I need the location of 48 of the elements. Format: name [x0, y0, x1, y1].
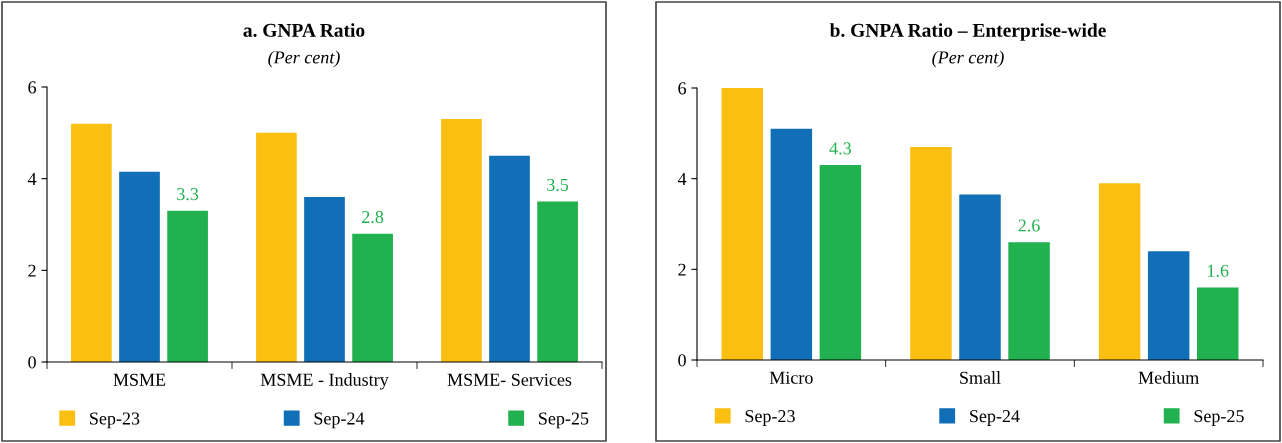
- bar: [71, 123, 112, 362]
- bar: [959, 194, 1001, 360]
- y-tick-label: 2: [28, 264, 36, 277]
- x-tick-label: MSME - Industry: [260, 373, 389, 390]
- x-tick-label: MSME: [113, 373, 166, 386]
- bar: [256, 132, 297, 362]
- y-tick-label: 6: [678, 82, 687, 95]
- chart-title: b. GNPA Ratio – Enterprise-wide: [829, 23, 1106, 41]
- chart-subtitle: (Per cent): [932, 50, 1004, 68]
- y-tick-label: 0: [28, 356, 36, 369]
- bar: [819, 165, 862, 360]
- x-tick-label: Medium: [1138, 371, 1199, 384]
- legend-label: Sep-23: [745, 410, 795, 426]
- bar: [119, 171, 160, 362]
- bar: [489, 155, 530, 362]
- legend-label: Sep-24: [970, 410, 1020, 426]
- data-label: 2.6: [1018, 219, 1040, 232]
- data-label: 2.8: [362, 210, 384, 224]
- bar: [910, 146, 952, 360]
- legend-label: Sep-24: [314, 412, 365, 429]
- data-label: 3.5: [547, 178, 569, 192]
- data-label: 1.6: [1208, 264, 1229, 277]
- bar: [537, 201, 578, 362]
- bar: [770, 128, 813, 360]
- chart-title: a. GNPA Ratio: [243, 23, 365, 37]
- y-tick-label: 4: [677, 173, 687, 185]
- x-tick-label: Small: [960, 371, 1001, 384]
- bar: [1147, 251, 1190, 360]
- data-label: 4.3: [829, 142, 851, 155]
- bar: [1008, 242, 1050, 360]
- data-label: 3.3: [177, 188, 199, 201]
- x-tick-label: MSME- Services: [447, 373, 572, 386]
- y-tick-label: 4: [27, 173, 37, 185]
- y-tick-label: 0: [678, 354, 686, 367]
- x-tick-label: Micro: [769, 371, 813, 384]
- legend-label: Sep-25: [1194, 410, 1244, 426]
- chart-subtitle: (Per cent): [268, 50, 340, 68]
- bar: [441, 119, 482, 362]
- y-tick-label: 6: [28, 81, 37, 94]
- legend-label: Sep-23: [90, 412, 140, 429]
- bar: [1098, 183, 1141, 360]
- bar: [352, 233, 393, 362]
- bar: [721, 88, 764, 360]
- y-tick-label: 2: [678, 263, 686, 276]
- legend-label: Sep-25: [539, 412, 589, 429]
- bar: [167, 210, 208, 362]
- bar: [304, 197, 345, 362]
- bar: [1196, 287, 1239, 360]
